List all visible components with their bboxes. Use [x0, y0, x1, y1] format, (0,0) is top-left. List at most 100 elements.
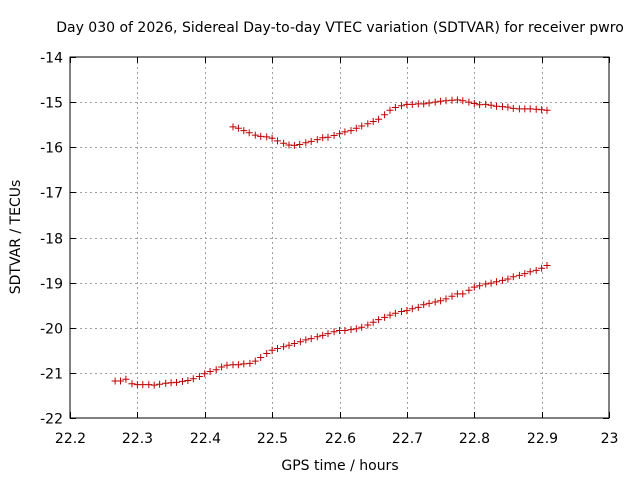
x-tick-label: 22.5	[257, 431, 288, 447]
data-point-upper-arc	[482, 100, 490, 108]
x-tick-label: 23	[601, 431, 619, 447]
data-point-upper-arc	[381, 111, 389, 119]
y-axis-label: SDTVAR / TECUs	[8, 180, 24, 295]
data-point-upper-arc	[307, 137, 315, 145]
data-point-upper-arc	[442, 97, 450, 105]
data-point-lower-arc	[403, 307, 411, 315]
data-point-upper-arc	[352, 124, 360, 132]
data-point-lower-arc	[509, 273, 517, 281]
data-point-lower-arc	[408, 305, 416, 313]
data-point-lower-arc	[234, 361, 242, 369]
data-point-lower-arc	[212, 366, 220, 374]
data-point-lower-arc	[128, 380, 136, 388]
data-point-upper-arc	[526, 105, 534, 113]
data-point-lower-arc	[515, 271, 523, 279]
data-point-lower-arc	[487, 279, 495, 287]
data-point-upper-arc	[229, 123, 237, 131]
data-point-lower-arc	[465, 286, 473, 294]
data-point-upper-arc	[420, 100, 428, 108]
data-point-lower-arc	[263, 350, 271, 357]
data-point-upper-arc	[245, 129, 253, 137]
x-tick-label: 22.7	[392, 431, 423, 447]
grid-lines	[70, 57, 609, 418]
data-point-upper-arc	[324, 133, 332, 141]
data-point-upper-arc	[487, 101, 495, 109]
y-tick-label: -16	[40, 141, 63, 157]
data-point-lower-arc	[386, 311, 394, 319]
data-point-lower-arc	[184, 377, 192, 384]
x-tick-label: 22.2	[55, 431, 86, 447]
data-point-upper-arc	[504, 103, 512, 111]
data-point-lower-arc	[195, 373, 203, 380]
data-point-upper-arc	[459, 97, 467, 105]
data-point-upper-arc	[386, 106, 394, 114]
data-point-lower-arc	[139, 381, 147, 389]
data-point-lower-arc	[296, 338, 304, 346]
data-point-lower-arc	[150, 381, 158, 389]
data-point-upper-arc	[493, 102, 500, 110]
data-point-upper-arc	[313, 136, 321, 144]
data-point-lower-arc	[201, 370, 209, 378]
data-point-lower-arc	[538, 264, 546, 272]
data-point-lower-arc	[532, 266, 540, 274]
data-point-lower-arc	[251, 357, 259, 365]
data-point-lower-arc	[257, 354, 265, 361]
data-point-lower-arc	[448, 292, 456, 300]
data-point-lower-arc	[414, 303, 422, 311]
x-tick-label: 22.3	[122, 431, 153, 447]
data-point-lower-arc	[319, 331, 327, 339]
data-points	[111, 96, 551, 389]
data-point-lower-arc	[521, 270, 529, 278]
data-point-lower-arc	[179, 377, 186, 385]
data-point-lower-arc	[274, 345, 281, 352]
y-axis-ticks: -14 -15 -16 -17 -18 -19 -20 -21 -22	[40, 51, 609, 428]
x-axis-ticks: 22.2 22.3 22.4 22.5 22.6 22.7 22.8 22.9 23	[55, 57, 619, 447]
data-point-upper-arc	[470, 100, 478, 107]
data-point-lower-arc	[391, 309, 399, 317]
x-axis-label: GPS time / hours	[281, 458, 398, 474]
data-point-lower-arc	[302, 336, 310, 344]
data-point-upper-arc	[302, 139, 310, 147]
plot-frame	[69, 56, 610, 419]
data-point-upper-arc	[509, 104, 517, 112]
data-point-lower-arc	[470, 283, 478, 291]
data-point-upper-arc	[358, 122, 366, 130]
data-point-lower-arc	[223, 361, 231, 369]
data-point-upper-arc	[263, 133, 271, 141]
data-point-upper-arc	[296, 141, 304, 148]
data-point-lower-arc	[499, 276, 506, 284]
data-point-upper-arc	[234, 124, 242, 132]
data-point-lower-arc	[290, 340, 298, 347]
data-point-upper-arc	[425, 99, 433, 107]
data-point-lower-arc	[268, 346, 276, 354]
data-point-upper-arc	[268, 134, 276, 142]
data-point-lower-arc	[482, 280, 490, 288]
data-point-lower-arc	[398, 308, 405, 315]
data-point-lower-arc	[442, 295, 450, 303]
data-point-upper-arc	[375, 115, 383, 123]
data-point-lower-arc	[358, 323, 366, 331]
data-point-lower-arc	[375, 316, 383, 324]
y-tick-label: -15	[40, 96, 63, 112]
data-point-lower-arc	[117, 377, 124, 385]
data-point-lower-arc	[420, 301, 428, 309]
data-point-upper-arc	[364, 120, 372, 128]
data-point-upper-arc	[336, 130, 343, 138]
data-point-lower-arc	[476, 282, 484, 290]
y-tick-label: -21	[40, 367, 63, 383]
data-point-lower-arc	[347, 326, 355, 334]
data-point-lower-arc	[459, 290, 467, 298]
data-point-upper-arc	[280, 139, 288, 147]
data-point-lower-arc	[173, 378, 180, 386]
data-point-upper-arc	[330, 132, 338, 139]
data-point-upper-arc	[341, 128, 349, 136]
data-point-lower-arc	[330, 328, 338, 336]
data-point-lower-arc	[431, 298, 439, 306]
data-point-lower-arc	[493, 278, 500, 286]
data-point-lower-arc	[437, 297, 445, 305]
data-point-lower-arc	[324, 330, 332, 338]
data-point-lower-arc	[543, 262, 551, 269]
data-point-upper-arc	[251, 131, 259, 139]
x-tick-label: 22.9	[527, 431, 558, 447]
